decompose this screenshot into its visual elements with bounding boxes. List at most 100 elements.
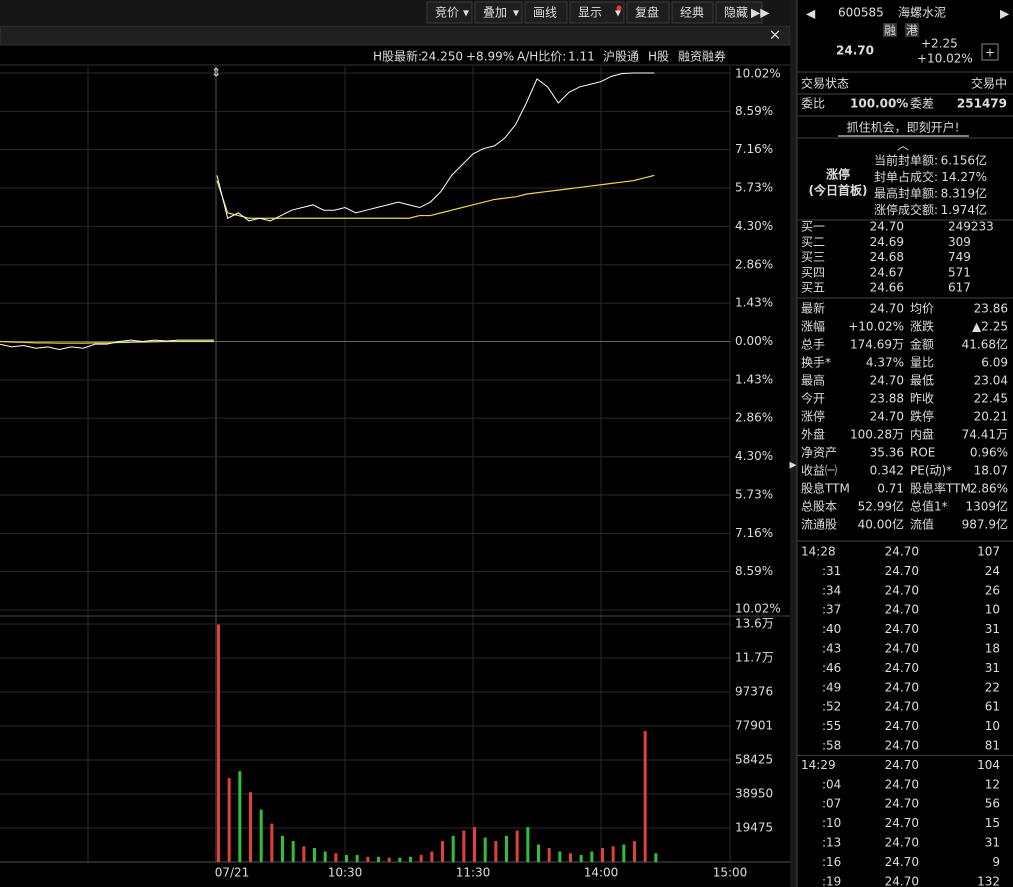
- badge: [905, 23, 919, 37]
- stat-value: 23.88: [870, 392, 904, 406]
- volume-bar: [441, 841, 444, 862]
- toolbar-button-label: 叠加: [483, 6, 507, 20]
- stat-label: 最高: [801, 373, 825, 388]
- title-bar: [0, 25, 791, 46]
- toolbar-button[interactable]: [426, 1, 473, 24]
- volume-bar: [462, 830, 466, 862]
- splitter[interactable]: [790, 0, 797, 887]
- stat-label: 流值: [910, 517, 934, 532]
- bid-label: 买五: [801, 281, 825, 295]
- bid-price: 24.69: [870, 235, 904, 249]
- y-tick-label: 13.6万: [735, 617, 774, 631]
- y-tick-label: 0.00%: [735, 334, 773, 348]
- info-value: +8.99%: [466, 50, 514, 64]
- collapse-arrow[interactable]: ︿: [897, 139, 909, 153]
- close-button[interactable]: ×: [769, 26, 782, 44]
- toolbar-button[interactable]: [474, 1, 523, 24]
- trade-volume: 12: [985, 777, 1000, 791]
- trade-price: 24.70: [885, 874, 919, 887]
- toolbar-button-label: 经典: [680, 6, 704, 20]
- stat-label: 内盘: [910, 427, 934, 442]
- trade-volume: 31: [985, 661, 1000, 675]
- volume-bar: [291, 841, 295, 862]
- stat-value: 174.69万: [850, 338, 904, 352]
- stat-value: 24.70: [870, 302, 904, 316]
- stat-value: 24.70: [870, 410, 904, 424]
- info-link: H股: [648, 50, 669, 64]
- volume-bar: [473, 827, 476, 862]
- bid-volume: 749: [948, 250, 971, 264]
- bid-volume: 309: [948, 235, 971, 249]
- stat-value: 2.86%: [970, 482, 1008, 496]
- field-label: 委差: [910, 97, 934, 111]
- dropdown-arrow: ▾: [513, 6, 519, 20]
- trade-volume: 10: [985, 603, 1000, 617]
- trade-volume: 22: [985, 680, 1000, 694]
- volume-bar: [601, 848, 604, 862]
- stat-label: 涨跌: [910, 319, 934, 334]
- add-button[interactable]: [981, 43, 999, 61]
- volume-bar: [409, 856, 412, 862]
- bid-volume: 249233: [948, 220, 994, 234]
- toolbar-button[interactable]: [671, 1, 714, 24]
- stat-label: 涨幅: [801, 319, 825, 334]
- y-tick-label: 77901: [735, 718, 773, 732]
- y-tick-label: 7.16%: [735, 142, 773, 156]
- stat-value: 1309亿: [965, 499, 1008, 514]
- volume-bar: [547, 848, 551, 862]
- trade-volume: 61: [985, 700, 1000, 714]
- field-value: 251479: [957, 97, 1007, 111]
- stat-value: 0.96%: [970, 446, 1008, 460]
- trade-price: 24.70: [885, 797, 919, 811]
- info-value: 24.250: [421, 50, 463, 64]
- stat-label: 总手: [801, 338, 825, 352]
- limit-subtitle: (今日首板): [809, 183, 868, 198]
- stat-label: 股息TTM: [801, 481, 850, 496]
- expand-arrow: ▶▶: [751, 6, 770, 20]
- volume-bar: [281, 835, 284, 862]
- stat-value: 987.9亿: [962, 517, 1008, 532]
- toolbar-button[interactable]: [626, 1, 670, 24]
- toolbar-button[interactable]: [524, 1, 568, 24]
- toolbar-button-label: 隐藏: [724, 6, 748, 20]
- field-value: 100.00%: [850, 97, 908, 111]
- trade-volume: 15: [985, 816, 1000, 830]
- trade-time: :49: [822, 680, 841, 694]
- limit-value: 6.156亿: [941, 153, 987, 168]
- trade-time: :34: [822, 583, 841, 597]
- trade-time: 14:28: [801, 545, 836, 559]
- next-stock[interactable]: ▶: [1000, 7, 1010, 21]
- stat-value: 22.45: [974, 392, 1008, 406]
- field-label: 交易状态: [801, 76, 849, 91]
- prev-stock[interactable]: ◀: [806, 7, 816, 21]
- stat-value: 20.21: [974, 410, 1008, 424]
- stat-label: 量比: [910, 356, 934, 370]
- stat-value: 35.36: [870, 446, 904, 460]
- limit-title: 涨停: [826, 167, 850, 182]
- trade-time: :43: [822, 642, 841, 656]
- volume-bar: [569, 853, 572, 862]
- bid-price: 24.68: [870, 250, 904, 264]
- stat-label: 昨收: [910, 392, 934, 406]
- trade-price: 24.70: [885, 836, 919, 850]
- trade-volume: 81: [985, 739, 1000, 753]
- bid-label: 买四: [801, 265, 825, 279]
- toolbar-button[interactable]: [569, 1, 625, 24]
- stat-value: 18.07: [974, 464, 1008, 478]
- trade-volume: 132: [977, 874, 1000, 887]
- limit-value: 14.27%: [941, 170, 987, 184]
- promo-banner: 抓住机会，即刻开户!: [847, 120, 960, 135]
- avg-line: [216, 174, 655, 219]
- trade-volume: 9: [992, 855, 1000, 869]
- y-tick-label: 8.59%: [735, 564, 773, 578]
- stat-label: 收益㈠: [801, 464, 837, 478]
- stat-value: 52.99亿: [858, 499, 904, 514]
- toolbar-button[interactable]: [715, 1, 763, 24]
- trade-time: :10: [822, 816, 841, 830]
- volume-bar: [505, 835, 508, 862]
- badge-label: 融: [884, 24, 896, 38]
- y-tick-label: 8.59%: [735, 104, 773, 118]
- avg-line: [0, 340, 214, 344]
- y-tick-label: 2.86%: [735, 257, 773, 271]
